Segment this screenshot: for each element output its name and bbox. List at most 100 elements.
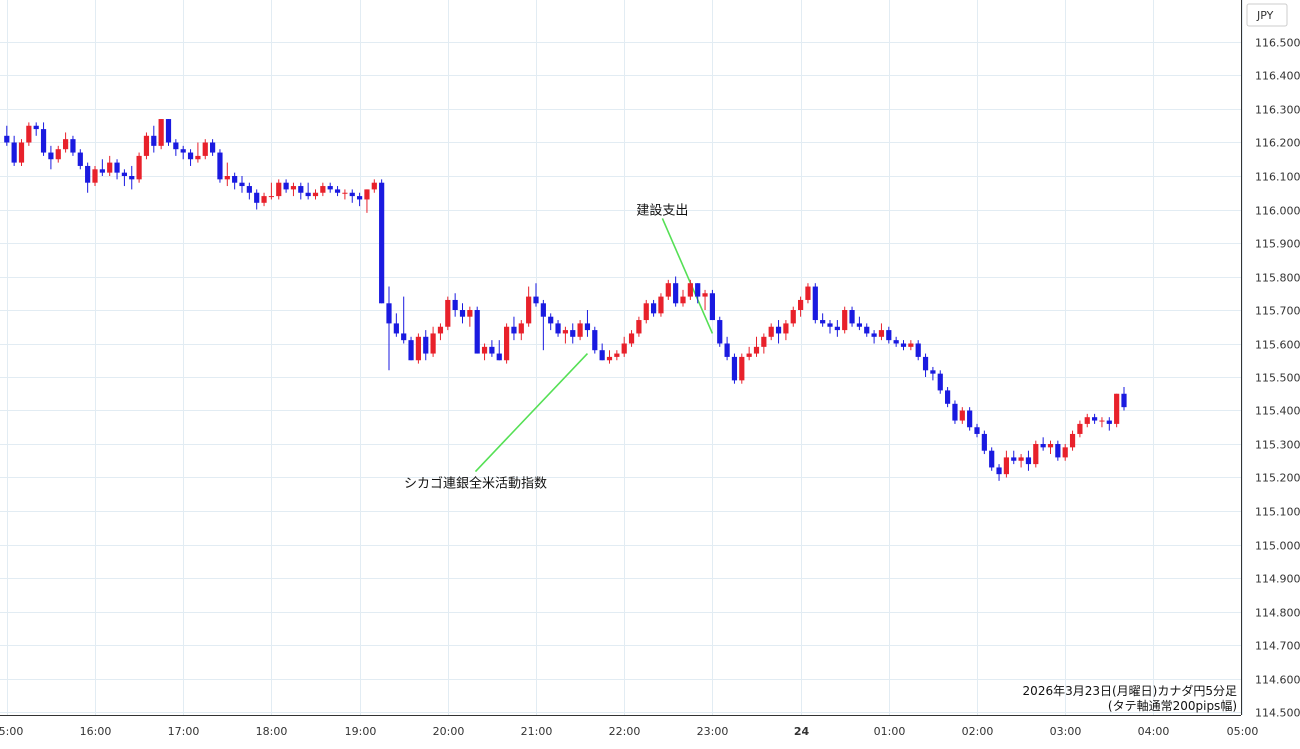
time-tick-label: 21:00 (521, 725, 553, 738)
candle-body (334, 189, 341, 193)
candle (114, 159, 120, 180)
price-tick-label: 116.300 (1255, 104, 1300, 117)
candle-body (709, 293, 715, 321)
candle (467, 306, 473, 327)
candle-body (261, 196, 267, 203)
gridlines (0, 0, 1243, 715)
candle (952, 400, 958, 424)
candle (864, 323, 870, 337)
candle-body (717, 320, 723, 344)
price-tick-label: 115.000 (1255, 540, 1300, 553)
candle (386, 286, 392, 371)
candle-body (915, 343, 921, 357)
candle-body (26, 125, 32, 143)
time-tick-label: 04:00 (1138, 725, 1170, 738)
candle (878, 323, 885, 341)
candle (158, 119, 164, 150)
candle-body (364, 189, 370, 200)
candle (349, 189, 355, 203)
candle-body (1069, 433, 1076, 448)
candle (1025, 450, 1032, 471)
candle-body (834, 326, 840, 331)
candle-body (1077, 423, 1083, 434)
candle-body (820, 320, 826, 324)
candle-body (504, 326, 510, 361)
candle (283, 179, 289, 193)
candle-body (1033, 444, 1039, 465)
candle (518, 320, 524, 341)
candle-body (489, 346, 495, 354)
candle (210, 139, 216, 156)
candle-body (989, 450, 995, 468)
candle-body (981, 433, 987, 451)
candle (224, 162, 230, 187)
candle (459, 303, 466, 324)
candle (526, 286, 532, 327)
candle (320, 182, 326, 197)
candle (217, 149, 223, 183)
candle (393, 313, 399, 337)
candle-body (511, 326, 517, 334)
price-tick-label: 115.700 (1255, 305, 1300, 318)
annotation-label: 建設支出 (636, 202, 688, 218)
candle (930, 366, 936, 381)
candle-body (526, 296, 532, 324)
candle (908, 340, 914, 351)
candle (1011, 450, 1017, 465)
candle-body (224, 176, 230, 180)
candle (474, 306, 480, 354)
candle-body (812, 286, 818, 321)
candle (746, 346, 752, 361)
chart-note-line2: (タテ軸通常200pips幅) (1108, 698, 1237, 713)
annotation-line (661, 218, 714, 334)
candle-body (606, 356, 613, 361)
candle-body (1011, 457, 1017, 461)
candle-body (33, 125, 39, 130)
candle-body (900, 343, 907, 347)
candle-body (386, 303, 392, 324)
candle (673, 276, 679, 307)
candle-body (290, 186, 297, 190)
candle (1033, 440, 1039, 468)
candle-body (783, 323, 789, 334)
price-tick-label: 114.700 (1255, 640, 1300, 653)
annotation-line (474, 352, 589, 473)
candle (202, 139, 208, 160)
candle (680, 289, 686, 307)
candle (1018, 454, 1024, 468)
candle-body (298, 186, 304, 193)
candle (562, 326, 568, 344)
candle-body (195, 155, 201, 160)
candle-body (423, 336, 429, 354)
candle (312, 189, 319, 200)
candle-body (695, 283, 701, 297)
candle-body (474, 310, 480, 354)
candle (364, 189, 370, 213)
candle (967, 407, 973, 431)
candle-body (158, 119, 164, 146)
candle (695, 283, 701, 304)
candle-body (187, 152, 194, 160)
price-tick-label: 115.800 (1255, 272, 1300, 285)
candle (151, 125, 157, 153)
candle-body (11, 142, 17, 163)
price-tick-label: 115.300 (1255, 439, 1300, 452)
candle-body (1114, 393, 1120, 424)
candle-body (210, 142, 216, 153)
time-tick-label: 24 (794, 725, 810, 738)
candle (702, 289, 708, 310)
candle (40, 122, 47, 156)
candle-body (4, 135, 10, 143)
candle-body (1099, 420, 1105, 422)
candle-body (753, 346, 760, 354)
candle (775, 320, 782, 344)
candle (849, 306, 855, 327)
candle-body (393, 323, 399, 334)
candle-body (77, 152, 83, 166)
candle-body (533, 296, 539, 304)
candle-body (731, 356, 738, 381)
candle-body (555, 323, 561, 334)
candle-body (107, 162, 113, 173)
